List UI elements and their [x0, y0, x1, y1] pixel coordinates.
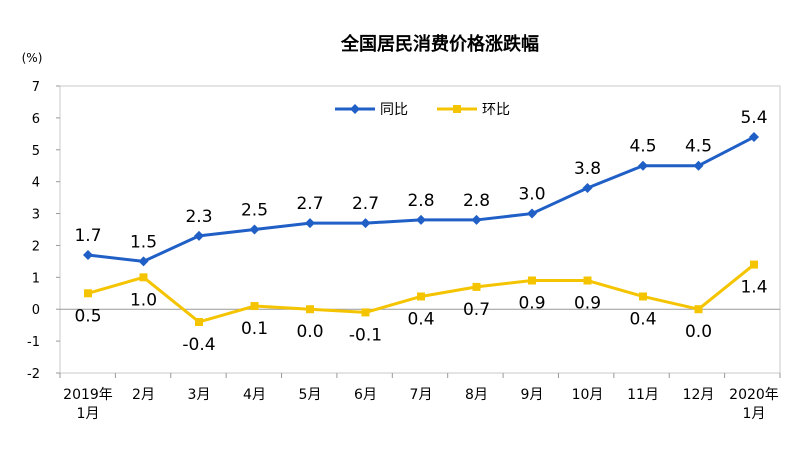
data-point-marker: [250, 302, 259, 311]
legend-swatch-marker: [453, 105, 461, 113]
data-label: -0.1: [349, 325, 382, 345]
data-label: 1.4: [740, 278, 767, 298]
x-axis-ticks: 2019年 1月 2月 3月 4月 5月 6月 7月 8月 9月 10月 11月 12月 2020年 1月: [59, 373, 781, 422]
x-tick-label: 2019年 1月: [63, 387, 113, 422]
data-point-marker: [638, 160, 648, 171]
data-point-marker: [417, 292, 425, 301]
data-point-marker: [693, 160, 704, 171]
series-yoy: 1.7 1.5 2.3 2.5 2.7 2.7 2.8 2.8 3.0 3.8 4.5 4.5 5.4: [74, 108, 768, 267]
x-tick-label: 5月: [299, 387, 322, 403]
plot-area-border: [59, 85, 781, 374]
data-point-marker: [194, 230, 204, 241]
data-point-marker: [472, 282, 481, 291]
legend: 同比 环比: [335, 102, 510, 118]
data-label: -0.4: [182, 335, 215, 355]
data-label: 2.7: [352, 194, 379, 214]
data-point-marker: [138, 256, 149, 267]
series-mom: 0.5 1.0 -0.4 0.1 0.0 -0.1 0.4 0.7 0.9 0.9 0.4 0.0 1.…: [74, 260, 768, 355]
data-label: 2.8: [463, 191, 490, 211]
y-tick-label: -2: [27, 367, 40, 382]
data-point-marker: [583, 276, 592, 285]
data-point-marker: [750, 260, 758, 269]
x-tick-label: 4月: [243, 387, 266, 403]
y-axis-ticks: 7 6 5 4 3 2 1 0 -1 -2: [27, 80, 60, 382]
y-tick-label: 4: [32, 176, 40, 191]
data-point-marker: [527, 208, 537, 219]
y-tick-label: 2: [32, 239, 40, 254]
data-point-marker: [528, 276, 536, 285]
x-tick-label: 6月: [354, 387, 377, 403]
legend-label: 同比: [380, 102, 408, 118]
data-point-marker: [83, 250, 93, 261]
data-label: 2.7: [296, 194, 323, 214]
data-label: 0.1: [241, 319, 268, 339]
data-label: 2.8: [407, 191, 434, 211]
x-tick-label: 8月: [465, 387, 488, 403]
data-label: 4.5: [629, 137, 656, 157]
data-label: 0.0: [296, 322, 323, 342]
data-point-marker: [139, 273, 148, 282]
data-label: 3.0: [518, 185, 545, 205]
data-label: 4.5: [685, 137, 712, 157]
data-point-marker: [306, 305, 314, 314]
legend-label: 环比: [482, 102, 510, 118]
x-tick-label: 7月: [410, 387, 433, 403]
x-tick-label: 10月: [572, 387, 604, 403]
y-tick-label: 1: [32, 271, 40, 286]
data-label: 0.4: [407, 309, 434, 329]
x-tick-label: 12月: [683, 387, 715, 403]
data-label: 0.7: [463, 300, 490, 320]
data-label: 0.9: [574, 294, 601, 314]
data-point-marker: [749, 132, 759, 143]
data-point-marker: [639, 292, 647, 301]
data-point-marker: [305, 218, 315, 229]
data-label: 3.8: [574, 159, 601, 179]
x-tick-label: 2月: [132, 387, 155, 403]
data-label: 0.5: [74, 306, 101, 326]
data-label: 0.4: [629, 309, 656, 329]
y-tick-label: -1: [27, 335, 40, 350]
legend-swatch-marker: [350, 104, 360, 114]
data-point-marker: [360, 218, 371, 229]
y-tick-label: 0: [32, 303, 40, 318]
y-tick-label: 6: [32, 112, 40, 127]
series-layer: 1.7 1.5 2.3 2.5 2.7 2.7 2.8 2.8 3.0 3.8 4.5 4.5 5.4 0…: [74, 108, 767, 355]
data-point-marker: [416, 214, 426, 225]
data-point-marker: [694, 305, 703, 314]
data-point-marker: [471, 214, 482, 225]
data-label: 1.0: [130, 290, 157, 310]
data-label: 1.5: [130, 232, 157, 252]
data-label: 0.0: [685, 322, 712, 342]
data-label: 2.3: [185, 207, 212, 227]
data-point-marker: [195, 317, 203, 326]
data-label: 5.4: [740, 108, 767, 128]
x-tick-label: 3月: [188, 387, 211, 403]
y-tick-label: 5: [32, 144, 40, 159]
chart-title: 全国居民消费价格涨跌幅: [340, 33, 539, 55]
data-point-marker: [582, 183, 593, 194]
y-axis-unit-label: (%): [22, 51, 43, 65]
data-point-marker: [249, 224, 260, 235]
data-point-marker: [361, 308, 370, 317]
y-tick-label: 7: [32, 80, 40, 95]
data-label: 2.5: [241, 201, 268, 221]
y-tick-label: 3: [32, 208, 40, 223]
x-tick-label: 11月: [627, 387, 659, 403]
x-tick-label: 9月: [521, 387, 544, 403]
data-point-marker: [84, 289, 92, 298]
data-label: 0.9: [518, 294, 545, 314]
data-label: 1.7: [74, 226, 101, 246]
x-tick-label: 2020年 1月: [729, 387, 779, 422]
